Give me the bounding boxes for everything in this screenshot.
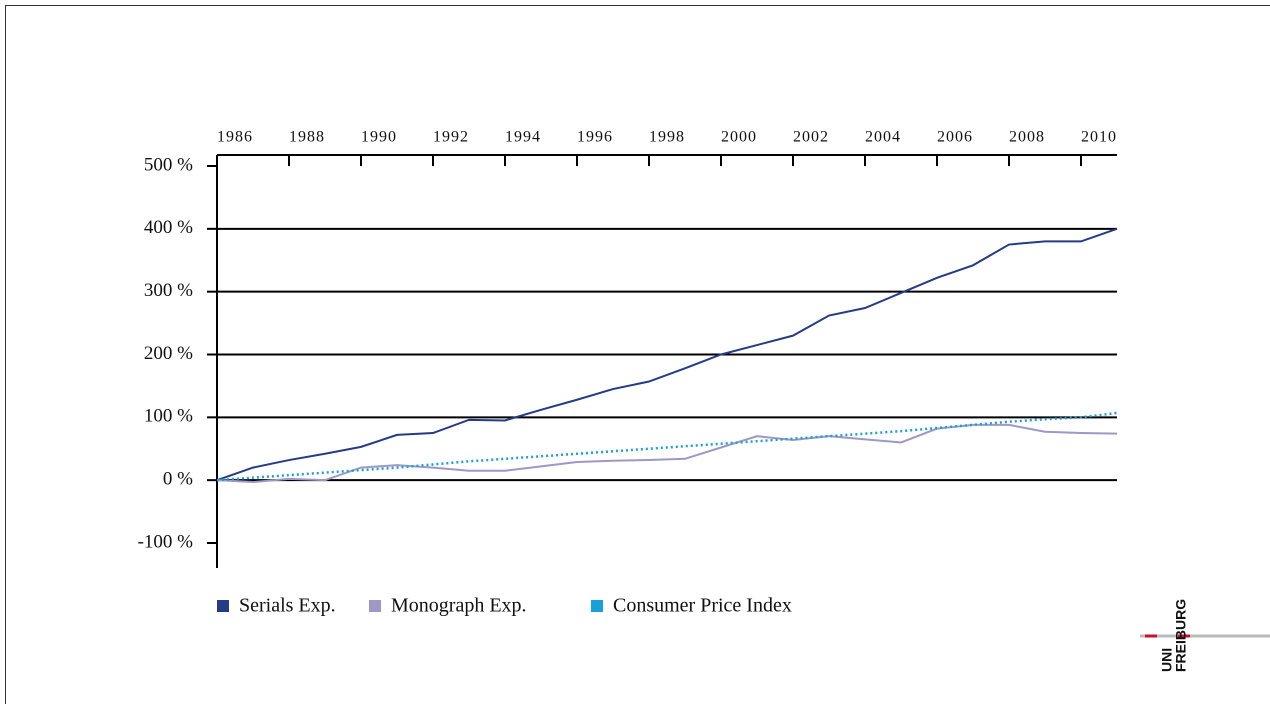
x-tick-label: 2008 [1009,129,1045,146]
frame [5,5,1270,704]
y-tick-label: 0 % [163,469,193,490]
y-tick-label: 100 % [144,406,193,427]
y-tick-label: 200 % [144,343,193,364]
legend-label: Monograph Exp. [391,595,527,617]
logo-text: FREIBURG [1173,599,1189,672]
x-tick-label: 1990 [361,129,397,146]
x-tick-label: 1992 [433,129,469,146]
y-tick-label: 400 % [144,217,193,238]
x-tick-label: 2006 [937,129,973,146]
series-line [216,411,1118,482]
legend-swatch [217,600,229,612]
legend-swatch [591,600,603,612]
x-tick-label: 1986 [217,129,253,146]
x-tick-label: 1994 [505,129,541,146]
x-tick-label: 1998 [649,129,685,146]
x-tick-label: 2010 [1081,129,1117,146]
y-tick-label: 500 % [144,154,193,175]
y-tick-label: 300 % [144,280,193,301]
series-line [216,423,1118,484]
legend-label: Consumer Price Index [613,595,792,617]
x-tick-label: 2002 [793,129,829,146]
logo-text: UNI [1159,648,1175,672]
series-line [216,227,1118,482]
legend-label: Serials Exp. [239,595,336,617]
x-tick-label: 2004 [865,129,901,146]
x-tick-label: 1996 [577,129,613,146]
x-tick-label: 2000 [721,129,757,146]
y-tick-label: -100 % [138,531,194,552]
x-tick-label: 1988 [289,129,325,146]
legend-swatch [369,600,381,612]
